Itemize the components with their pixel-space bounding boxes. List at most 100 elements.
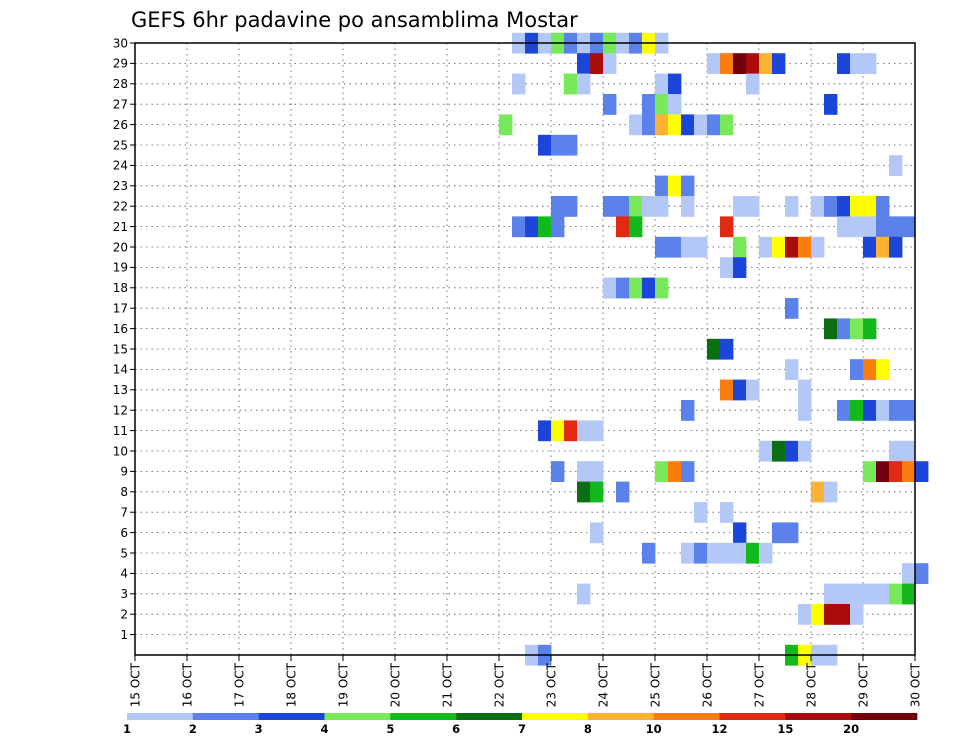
- heatmap-cell: [681, 175, 695, 197]
- x-tick-label: 23 OCT: [545, 662, 559, 707]
- heatmap-cell: [902, 461, 916, 482]
- heatmap-cell: [707, 53, 721, 74]
- heatmap-cell: [694, 236, 708, 258]
- heatmap-cell: [668, 114, 682, 136]
- heatmap-cell: [655, 73, 669, 95]
- heatmap-cell: [876, 236, 890, 258]
- colorbar-swatch: [719, 713, 786, 720]
- heatmap-cell: [798, 604, 812, 625]
- heatmap-cell: [863, 461, 877, 482]
- heatmap-cell: [902, 216, 916, 238]
- y-tick-label: 1: [120, 628, 128, 642]
- heatmap-cell: [564, 134, 578, 156]
- heatmap-cell: [551, 461, 565, 482]
- heatmap-cell: [616, 481, 630, 503]
- y-tick-label: 2: [120, 608, 128, 622]
- y-tick-label: 8: [120, 485, 128, 499]
- heatmap-cell: [902, 583, 916, 605]
- colorbar-label: 12: [711, 722, 727, 736]
- heatmap-cell: [564, 73, 578, 95]
- heatmap-cell: [889, 400, 903, 421]
- heatmap-cell: [551, 134, 565, 156]
- heatmap-cell: [642, 196, 656, 217]
- heatmap-cell: [889, 155, 903, 176]
- heatmap-cell: [863, 359, 877, 380]
- y-tick-label: 16: [113, 322, 128, 336]
- heatmap-cell: [759, 236, 773, 258]
- heatmap-cell: [863, 583, 877, 605]
- colorbar-swatch: [522, 713, 589, 720]
- heatmap-cells: [499, 32, 929, 666]
- heatmap-cell: [655, 461, 669, 482]
- heatmap-cell: [798, 400, 812, 421]
- y-tick-label: 18: [113, 281, 128, 295]
- heatmap-cell: [551, 196, 565, 217]
- heatmap-cell: [785, 359, 799, 380]
- heatmap-cell: [889, 583, 903, 605]
- heatmap-cell: [863, 318, 877, 340]
- heatmap-cell: [837, 583, 851, 605]
- x-tick-label: 17 OCT: [233, 662, 247, 707]
- heatmap-cell: [746, 542, 760, 564]
- heatmap-cell: [863, 196, 877, 217]
- x-tick-label: 26 OCT: [701, 662, 715, 707]
- y-tick-label: 13: [113, 383, 128, 397]
- heatmap-cell: [590, 481, 604, 503]
- heatmap-cell: [681, 236, 695, 258]
- heatmap-cell: [616, 216, 630, 238]
- heatmap-cell: [655, 277, 669, 299]
- heatmap-cell: [837, 400, 851, 421]
- y-tick-label: 10: [113, 444, 128, 458]
- heatmap-cell: [642, 542, 656, 564]
- heatmap-cell: [577, 481, 591, 503]
- x-tick-label: 27 OCT: [753, 662, 767, 707]
- colorbar-swatch: [653, 713, 720, 720]
- y-tick-label: 21: [113, 220, 128, 234]
- heatmap-cell: [603, 277, 617, 299]
- heatmap-cell: [720, 53, 734, 74]
- heatmap-cell: [798, 440, 812, 462]
- heatmap-cell: [746, 53, 760, 74]
- heatmap-cell: [902, 440, 916, 462]
- chart-title: GEFS 6hr padavine po ansamblima Mostar: [131, 8, 578, 32]
- heatmap-cell: [876, 400, 890, 421]
- heatmap-cell: [837, 53, 851, 74]
- heatmap-cell: [551, 420, 565, 442]
- grid-lines: [135, 43, 915, 655]
- heatmap-cell: [889, 440, 903, 462]
- heatmap-cell: [512, 73, 526, 95]
- colorbar-label: 20: [843, 722, 859, 736]
- heatmap-cell: [681, 196, 695, 217]
- heatmap-cell: [668, 236, 682, 258]
- heatmap-cell: [759, 542, 773, 564]
- heatmap-cell: [564, 196, 578, 217]
- colorbar-label: 6: [452, 722, 460, 736]
- heatmap-cell: [577, 73, 591, 95]
- heatmap-cell: [824, 604, 838, 625]
- heatmap-cell: [577, 420, 591, 442]
- y-tick-label: 19: [113, 261, 128, 275]
- y-tick-label: 22: [113, 200, 128, 214]
- x-tick-label: 21 OCT: [441, 662, 455, 707]
- heatmap-cell: [824, 196, 838, 217]
- heatmap-cell: [538, 420, 552, 442]
- y-tick-label: 17: [113, 302, 128, 316]
- heatmap-cell: [681, 542, 695, 564]
- x-tick-label: 19 OCT: [337, 662, 351, 707]
- y-tick-label: 6: [120, 526, 128, 540]
- heatmap-cell: [668, 175, 682, 197]
- heatmap-cell: [772, 440, 786, 462]
- colorbar-label: 8: [584, 722, 592, 736]
- x-tick-label: 16 OCT: [181, 662, 195, 707]
- y-tick-label: 27: [113, 98, 128, 112]
- x-tick-label: 30 OCT: [909, 662, 923, 707]
- colorbar-label: 15: [777, 722, 793, 736]
- colorbar-swatch: [851, 713, 918, 720]
- y-tick-label: 23: [113, 179, 128, 193]
- heatmap-cell: [681, 114, 695, 136]
- heatmap-cell: [889, 216, 903, 238]
- x-tick-label: 24 OCT: [597, 662, 611, 707]
- heatmap-cell: [811, 196, 825, 217]
- heatmap-cell: [538, 134, 552, 156]
